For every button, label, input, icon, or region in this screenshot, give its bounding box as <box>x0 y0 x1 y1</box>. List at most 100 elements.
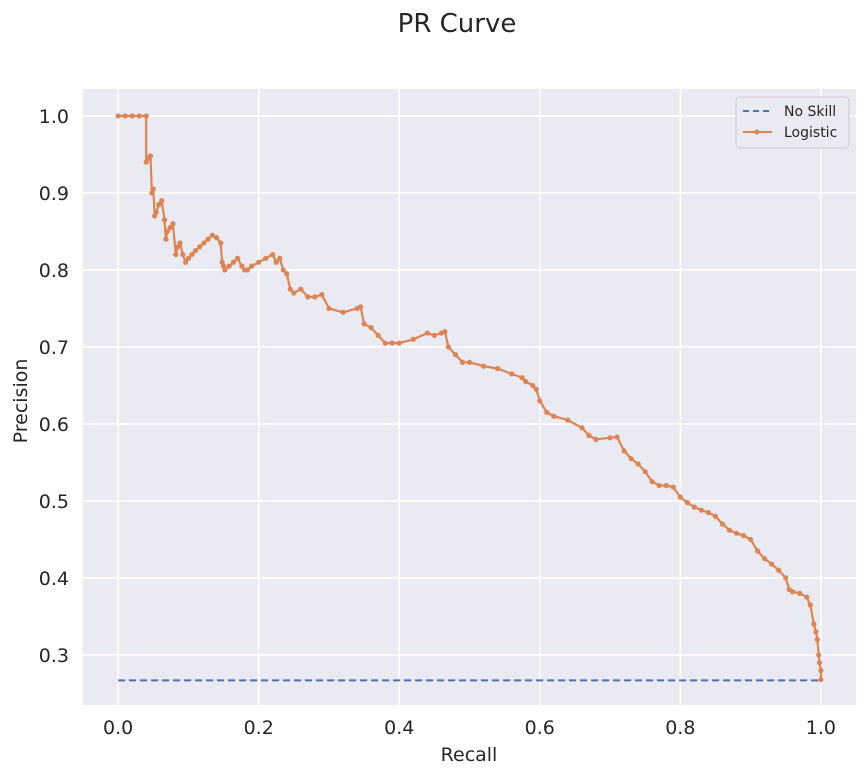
logistic-point <box>614 434 620 440</box>
y-tick-label: 1.0 <box>39 106 69 128</box>
logistic-point <box>256 259 262 265</box>
logistic-point <box>159 198 165 204</box>
logistic-point <box>656 482 662 489</box>
series-layer <box>115 113 824 683</box>
x-tick-label: 0.8 <box>665 717 695 739</box>
logistic-point <box>663 482 669 489</box>
legend-logistic-label: Logistic <box>784 125 837 141</box>
legend-box <box>735 96 850 149</box>
logistic-point <box>807 602 813 608</box>
logistic-point <box>480 363 487 369</box>
logistic-point <box>239 263 245 269</box>
logistic-point <box>684 499 690 506</box>
logistic-point <box>197 244 203 250</box>
logistic-point <box>287 286 293 292</box>
logistic-point <box>424 330 430 336</box>
logistic-point <box>813 629 819 635</box>
legend-logistic-marker <box>754 129 760 135</box>
logistic-point <box>466 359 473 365</box>
logistic-point <box>156 201 162 208</box>
chart-title: PR Curve <box>398 9 517 39</box>
logistic-point <box>201 240 207 246</box>
logistic-point <box>740 533 747 539</box>
logistic-point <box>607 435 613 441</box>
y-axis-label: Precision <box>10 359 32 444</box>
logistic-point <box>691 504 697 510</box>
logistic-point <box>298 286 304 292</box>
logistic-point <box>797 590 803 596</box>
y-axis-ticks: 0.3 0.4 0.5 0.6 0.7 0.8 0.9 1.0 <box>39 106 69 667</box>
logistic-point <box>459 359 466 365</box>
x-axis-label: Recall <box>441 744 498 766</box>
logistic-point <box>755 548 761 554</box>
logistic-point <box>213 235 220 241</box>
logistic-point <box>182 259 189 265</box>
x-tick-label: 0.2 <box>244 717 274 739</box>
logistic-point <box>804 594 810 600</box>
logistic-point <box>244 267 251 273</box>
logistic-point <box>519 375 525 381</box>
logistic-point <box>783 575 789 581</box>
logistic-point <box>312 294 318 300</box>
y-tick-label: 0.8 <box>39 260 69 282</box>
logistic-point <box>136 113 142 119</box>
logistic-point <box>340 309 346 315</box>
logistic-point <box>698 507 705 513</box>
logistic-point <box>544 409 550 415</box>
logistic-point <box>164 228 170 235</box>
logistic-point <box>621 448 627 454</box>
logistic-point <box>719 521 726 527</box>
logistic-point <box>818 676 824 683</box>
logistic-point <box>235 255 241 261</box>
logistic-point <box>530 382 536 389</box>
logistic-point <box>537 398 543 404</box>
logistic-point <box>153 209 159 215</box>
logistic-point <box>150 186 156 192</box>
logistic-point <box>790 589 796 595</box>
logistic-point <box>189 251 195 258</box>
logistic-point <box>375 332 381 338</box>
logistic-point <box>579 425 585 431</box>
logistic-point <box>270 251 276 258</box>
legend: No Skill Logistic <box>735 96 850 149</box>
logistic-point <box>816 660 823 666</box>
logistic-point <box>635 461 641 467</box>
logistic-point <box>747 536 754 543</box>
x-tick-label: 1.0 <box>806 717 836 739</box>
logistic-point <box>205 236 211 242</box>
logistic-point <box>410 336 416 342</box>
logistic-point <box>185 255 192 261</box>
logistic-point <box>509 371 515 377</box>
logistic-point <box>818 667 824 673</box>
logistic-point <box>593 436 599 442</box>
x-tick-label: 0.0 <box>103 717 133 739</box>
logistic-point <box>209 232 215 238</box>
logistic-point <box>816 652 822 658</box>
y-tick-label: 0.9 <box>39 183 69 205</box>
logistic-point <box>173 251 179 258</box>
logistic-point <box>326 305 332 312</box>
legend-no-skill-label: No Skill <box>784 104 836 120</box>
logistic-point <box>305 294 311 300</box>
logistic-point <box>368 325 374 331</box>
logistic-point <box>357 304 364 310</box>
logistic-point <box>143 113 149 119</box>
logistic-point <box>143 159 149 165</box>
logistic-point <box>263 255 269 261</box>
logistic-point <box>495 365 501 372</box>
logistic-point <box>565 417 571 423</box>
logistic-point <box>170 221 176 227</box>
y-tick-label: 0.6 <box>39 414 69 436</box>
logistic-point <box>705 509 712 516</box>
logistic-point <box>129 113 135 119</box>
logistic-point <box>389 340 395 346</box>
logistic-point <box>396 340 402 346</box>
logistic-point <box>192 248 199 254</box>
logistic-point <box>222 267 228 273</box>
logistic-point <box>319 291 325 298</box>
logistic-point <box>670 484 676 490</box>
logistic-point <box>284 271 290 277</box>
logistic-point <box>249 263 255 269</box>
plot-area <box>83 89 856 705</box>
logistic-point <box>551 413 557 419</box>
